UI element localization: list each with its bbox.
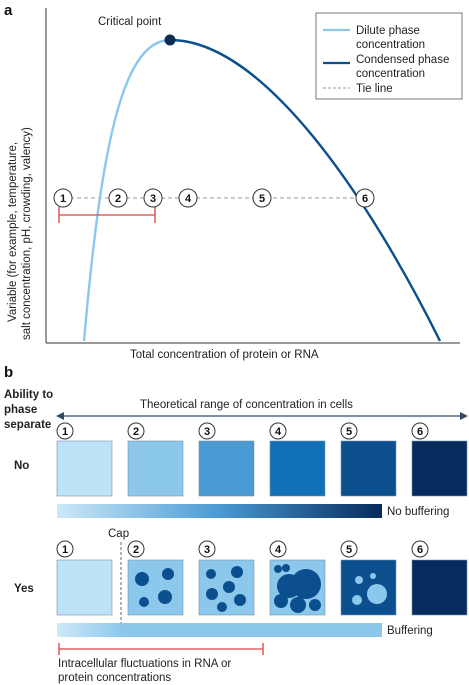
- svg-text:5: 5: [259, 193, 265, 205]
- condensate-droplet: [206, 569, 216, 579]
- condensate-droplet: [309, 599, 321, 611]
- svg-text:5: 5: [346, 544, 352, 556]
- svg-text:3: 3: [150, 193, 156, 205]
- svg-text:4: 4: [275, 426, 282, 438]
- row-yes-label: Yes: [14, 583, 34, 595]
- condensate-droplet: [291, 569, 321, 599]
- no-buffering-label: No buffering: [387, 506, 449, 518]
- condensate-droplet: [206, 588, 218, 600]
- yes-row-square-6: [411, 559, 468, 616]
- no-row-square-2: [127, 440, 184, 497]
- svg-text:6: 6: [417, 544, 423, 556]
- no-row-square-6: [411, 440, 468, 497]
- no-row-number-5: 5: [340, 422, 358, 440]
- condensate-droplet: [274, 594, 288, 608]
- condensate-droplet: [370, 573, 376, 579]
- critical-point-marker: [164, 34, 176, 46]
- svg-text:6: 6: [417, 426, 423, 438]
- svg-text:5: 5: [346, 426, 352, 438]
- marker-5: 5: [252, 188, 272, 208]
- legend-tie-label: Tie line: [356, 83, 393, 95]
- critical-point-label: Critical point: [98, 16, 162, 28]
- no-row-square-5: [340, 440, 397, 497]
- dilute-phase-curve: [82, 38, 171, 342]
- svg-text:1: 1: [62, 544, 68, 556]
- condensate-droplet: [217, 602, 227, 612]
- yes-row-number-2: 2: [127, 540, 145, 558]
- legend: Dilute phase concentration Condensed phas…: [315, 12, 463, 100]
- yes-row-square-4: [269, 559, 326, 616]
- x-axis-label: Total concentration of protein or RNA: [130, 349, 319, 361]
- marker-1: 1: [53, 188, 73, 208]
- panel-a-letter: a: [4, 2, 13, 19]
- svg-text:2: 2: [133, 426, 139, 438]
- no-row-number-1: 1: [56, 422, 74, 440]
- no-buffering-bar: [57, 504, 382, 518]
- condensate-droplet: [234, 594, 246, 606]
- no-row-number-2: 2: [127, 422, 145, 440]
- y-axis-label-line1: Variable (for example, temperature,: [7, 142, 19, 322]
- cap-label: Cap: [108, 528, 129, 540]
- condensate-droplet: [162, 568, 174, 580]
- condensate-droplet: [274, 565, 282, 573]
- yes-row-square-5: [340, 559, 397, 616]
- condensed-phase-curve: [169, 38, 442, 342]
- legend-condensed-label: Condensed phase concentration: [356, 54, 449, 80]
- no-row-square-4: [269, 440, 326, 497]
- marker-4: 4: [178, 188, 198, 208]
- svg-text:4: 4: [275, 544, 282, 556]
- marker-2: 2: [108, 188, 128, 208]
- legend-dilute-label: Dilute phase concentration: [356, 25, 425, 51]
- yes-row-square-3: [198, 559, 255, 616]
- range-arrow: [56, 412, 468, 420]
- svg-text:2: 2: [133, 544, 139, 556]
- yes-row-number-4: 4: [269, 540, 287, 558]
- condensate-droplet: [367, 584, 387, 604]
- svg-text:3: 3: [204, 426, 210, 438]
- condensate-droplet: [282, 564, 290, 572]
- buffering-bar: [57, 623, 382, 637]
- svg-text:6: 6: [362, 193, 368, 205]
- condensate-droplet: [223, 581, 235, 593]
- no-row-square-1: [56, 440, 113, 497]
- fluctuation-range: [58, 643, 264, 655]
- fluctuation-label: Intracellular fluctuations in RNA or prot…: [58, 658, 231, 684]
- marker-3: 3: [143, 188, 163, 208]
- condensate-droplet: [139, 597, 149, 607]
- svg-text:3: 3: [204, 544, 210, 556]
- yes-row-square-2: [127, 559, 184, 616]
- svg-text:1: 1: [60, 193, 66, 205]
- buffering-label: Buffering: [387, 625, 433, 637]
- yes-row-number-5: 5: [340, 540, 358, 558]
- no-row-number-6: 6: [411, 422, 429, 440]
- yes-row-number-1: 1: [56, 540, 74, 558]
- condensate-droplet: [352, 595, 362, 605]
- marker-6: 6: [355, 188, 375, 208]
- yes-row-number-6: 6: [411, 540, 429, 558]
- svg-text:1: 1: [62, 426, 68, 438]
- no-row-square-3: [198, 440, 255, 497]
- svg-text:4: 4: [185, 193, 192, 205]
- condensate-droplet: [158, 590, 172, 604]
- condensate-droplet: [135, 572, 149, 586]
- range-label: Theoretical range of concentration in ce…: [140, 399, 353, 411]
- row-header: Ability to phase separate: [4, 389, 53, 431]
- svg-text:2: 2: [115, 193, 121, 205]
- panel-b-letter: b: [4, 364, 13, 381]
- condensate-droplet: [355, 576, 363, 584]
- condensate-droplet: [290, 597, 306, 613]
- condensate-droplet: [231, 566, 243, 578]
- y-axis-label-line2: salt concentration, pH, crowding, valenc…: [21, 127, 33, 340]
- yes-row-number-3: 3: [198, 540, 216, 558]
- no-row-number-3: 3: [198, 422, 216, 440]
- no-row-number-4: 4: [269, 422, 287, 440]
- yes-row-square-1: [56, 559, 113, 616]
- row-no-label: No: [14, 460, 29, 472]
